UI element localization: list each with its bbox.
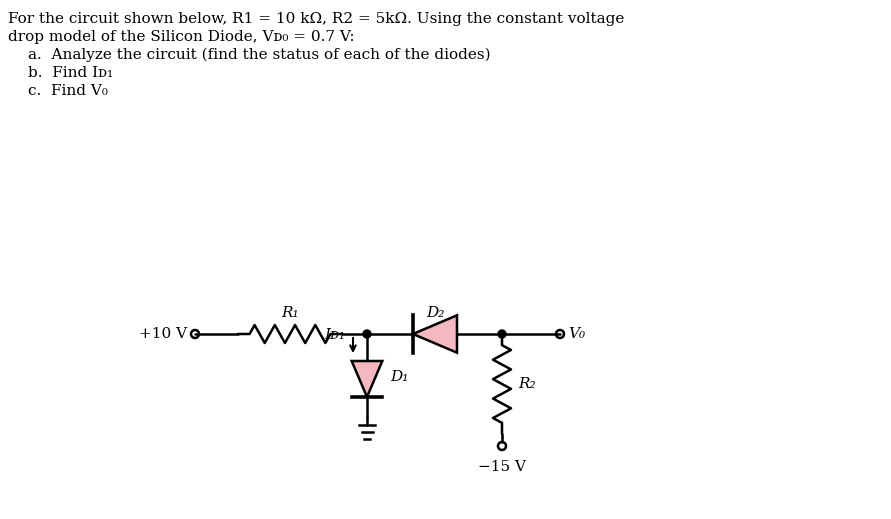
- Text: D₂: D₂: [426, 306, 445, 320]
- Text: For the circuit shown below, R1 = 10 kΩ, R2 = 5kΩ. Using the constant voltage: For the circuit shown below, R1 = 10 kΩ,…: [8, 12, 625, 26]
- Circle shape: [498, 330, 506, 338]
- Text: D₁: D₁: [390, 370, 408, 384]
- Polygon shape: [413, 316, 457, 353]
- Text: R₁: R₁: [282, 306, 298, 320]
- Text: +10 V: +10 V: [139, 327, 187, 341]
- Polygon shape: [352, 361, 382, 397]
- Text: R₂: R₂: [518, 377, 535, 391]
- Text: Iᴅ₁: Iᴅ₁: [324, 328, 345, 342]
- Text: b.  Find Iᴅ₁: b. Find Iᴅ₁: [28, 66, 113, 80]
- Text: c.  Find V₀: c. Find V₀: [28, 84, 108, 98]
- Text: a.  Analyze the circuit (find the status of each of the diodes): a. Analyze the circuit (find the status …: [28, 48, 491, 62]
- Text: V₀: V₀: [568, 327, 585, 341]
- Text: drop model of the Silicon Diode, Vᴅ₀ = 0.7 V:: drop model of the Silicon Diode, Vᴅ₀ = 0…: [8, 30, 355, 44]
- Circle shape: [363, 330, 371, 338]
- Text: −15 V: −15 V: [478, 460, 526, 474]
